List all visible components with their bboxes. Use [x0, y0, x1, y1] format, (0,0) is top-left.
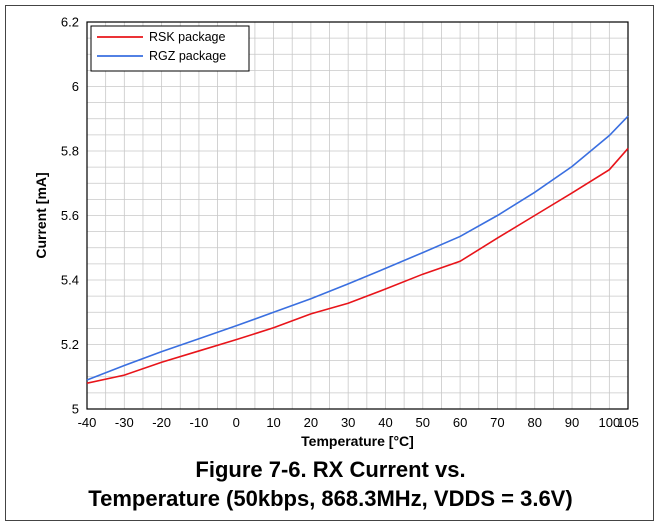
y-tick-label: 6 [72, 79, 79, 94]
x-tick-label: 30 [341, 415, 355, 430]
chart-grid [87, 22, 628, 409]
x-tick-label: 105 [617, 415, 639, 430]
x-axis-label: Temperature [°C] [301, 433, 414, 449]
y-tick-label: 6.2 [61, 15, 79, 30]
y-tick-label: 5.2 [61, 337, 79, 352]
y-tick-label: 5.4 [61, 273, 79, 288]
series-lines [87, 116, 628, 383]
x-tick-label: -40 [78, 415, 97, 430]
x-tick-label: -20 [152, 415, 171, 430]
x-tick-label: 10 [266, 415, 280, 430]
x-tick-label: 70 [490, 415, 504, 430]
x-tick-label: 80 [527, 415, 541, 430]
legend: RSK package RGZ package [91, 26, 249, 71]
x-tick-label: 40 [378, 415, 392, 430]
caption-line-2: Temperature (50kbps, 868.3MHz, VDDS = 3.… [0, 484, 661, 513]
x-tick-label: 90 [565, 415, 579, 430]
figure-caption: Figure 7-6. RX Current vs. Temperature (… [0, 455, 661, 513]
caption-line-1: Figure 7-6. RX Current vs. [0, 455, 661, 484]
y-tick-label: 5.6 [61, 208, 79, 223]
x-tick-label: 60 [453, 415, 467, 430]
legend-label: RGZ package [149, 49, 226, 63]
x-tick-label: -10 [190, 415, 209, 430]
x-tick-label: -30 [115, 415, 134, 430]
x-tick-label: 50 [416, 415, 430, 430]
legend-label: RSK package [149, 30, 225, 44]
y-tick-label: 5.8 [61, 144, 79, 159]
y-tick-label: 5 [72, 402, 79, 417]
y-axis-label: Current [mA] [33, 172, 49, 258]
x-tick-label: 0 [233, 415, 240, 430]
x-tick-label: 20 [304, 415, 318, 430]
y-axis-ticks: 5 5.2 5.4 5.6 5.8 6 6.2 [61, 15, 79, 417]
